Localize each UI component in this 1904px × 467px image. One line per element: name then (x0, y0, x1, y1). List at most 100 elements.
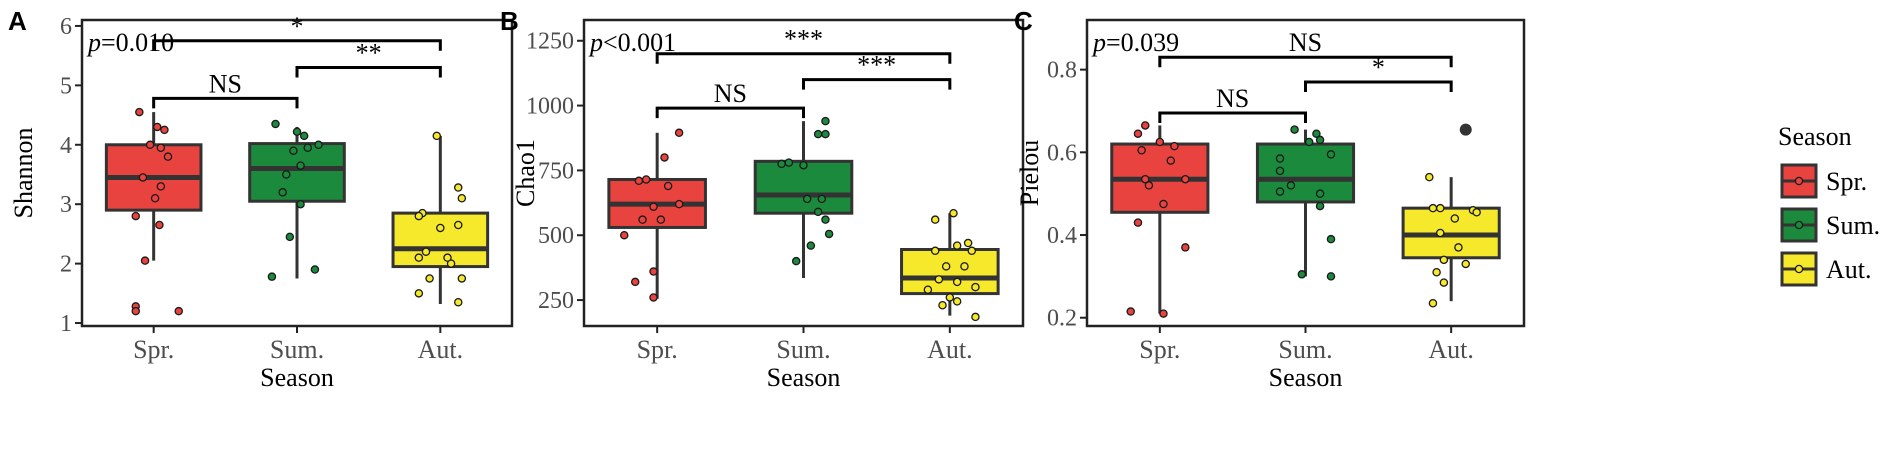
data-point (1181, 174, 1190, 184)
data-point (310, 265, 320, 274)
data-point (1315, 189, 1325, 198)
panel-letter: B (500, 6, 519, 36)
data-point (1439, 255, 1449, 265)
data-point (813, 129, 823, 139)
data-point (1141, 121, 1150, 130)
x-axis-label: Season (767, 363, 841, 392)
data-point (824, 229, 834, 239)
data-point (1159, 309, 1168, 318)
x-tick-label: Aut. (927, 335, 973, 364)
data-point (967, 246, 977, 256)
y-tick-label: 0.8 (1047, 58, 1077, 84)
y-tick-label: 0.2 (1047, 306, 1077, 332)
p-value-text: <0.001 (603, 28, 676, 57)
data-point (1435, 228, 1445, 238)
p-value-prefix: p (588, 28, 603, 57)
legend-item-label: Spr. (1826, 167, 1867, 196)
data-point (930, 215, 940, 224)
data-point (641, 175, 651, 184)
data-point (453, 183, 463, 192)
panel-a: A 1 2 3 4 5 6 Shannon Spr. Sum. Aut. Season p=0.010 *… (8, 6, 514, 392)
significance-bracket (1158, 111, 1307, 124)
data-point (1170, 141, 1179, 151)
data-point (971, 282, 980, 292)
box-sum (248, 142, 346, 203)
p-value-label: p=0.039 (1091, 28, 1179, 57)
significance-bracket (295, 66, 442, 78)
data-point (806, 241, 816, 250)
data-point (145, 140, 155, 150)
data-point (414, 211, 424, 221)
data-point (1286, 181, 1296, 190)
data-point (1439, 278, 1449, 287)
p-value-prefix: p (86, 28, 101, 57)
y-tick-label: 500 (538, 223, 574, 249)
data-point (292, 127, 302, 136)
data-point (299, 131, 309, 141)
p-value-prefix: p (1091, 28, 1106, 57)
legend: Season Spr. Sum. Aut. (1778, 122, 1880, 287)
significance-bracket (1304, 80, 1453, 93)
data-point (281, 170, 291, 179)
y-tick-label: 4 (60, 133, 72, 159)
data-point (1428, 203, 1438, 213)
significance-bracket (655, 106, 805, 119)
data-point (799, 160, 808, 170)
data-point (949, 208, 958, 218)
y-tick-label: 1250 (526, 29, 574, 55)
significance-bracket (152, 96, 299, 109)
data-point (817, 194, 827, 204)
p-value-text: =0.039 (1106, 28, 1179, 57)
data-point (1155, 137, 1165, 147)
data-point (1326, 272, 1336, 281)
x-axis-label: Season (260, 363, 334, 392)
x-tick-label: Spr. (637, 335, 678, 364)
data-point (131, 306, 140, 316)
x-tick-label: Aut. (1428, 335, 1474, 364)
y-tick-label: 750 (538, 158, 574, 184)
x-tick-label: Aut. (418, 335, 464, 364)
y-tick-label: 0.6 (1047, 140, 1077, 166)
data-point (1275, 166, 1285, 176)
data-point (1315, 135, 1325, 145)
data-point (1326, 234, 1336, 244)
data-point (649, 202, 658, 211)
data-point (813, 207, 823, 217)
data-point (267, 272, 277, 281)
significance-label: * (1372, 53, 1385, 82)
data-point (271, 119, 280, 129)
significance-label: *** (857, 51, 896, 80)
data-point (138, 173, 148, 182)
data-point (156, 182, 166, 191)
data-point (453, 297, 463, 307)
p-value-label: p=0.010 (86, 28, 174, 57)
data-point (649, 293, 658, 302)
significance-label: * (291, 12, 304, 41)
data-point (140, 256, 150, 265)
data-point (1315, 201, 1325, 211)
data-point (802, 194, 812, 204)
box-aut (900, 248, 1000, 296)
panel-letter: A (8, 6, 27, 36)
data-point (1450, 214, 1460, 223)
y-tick-label: 1 (60, 311, 72, 337)
data-point (1275, 154, 1285, 163)
data-point (1181, 243, 1190, 252)
data-point (1312, 129, 1321, 138)
data-point (414, 253, 424, 262)
data-point (1137, 146, 1146, 155)
legend-item-label: Aut. (1826, 255, 1872, 284)
data-point (1461, 259, 1470, 269)
data-point (1454, 243, 1463, 252)
data-point (1304, 137, 1314, 147)
y-tick-label: 2 (60, 252, 72, 278)
data-point (638, 215, 647, 224)
data-point (296, 199, 305, 209)
data-point (941, 262, 951, 271)
data-point (156, 143, 166, 152)
panel-letter: C (1014, 6, 1033, 36)
data-point (619, 230, 629, 240)
y-tick-label: 5 (60, 73, 72, 99)
legend-item-label: Sum. (1826, 211, 1880, 240)
